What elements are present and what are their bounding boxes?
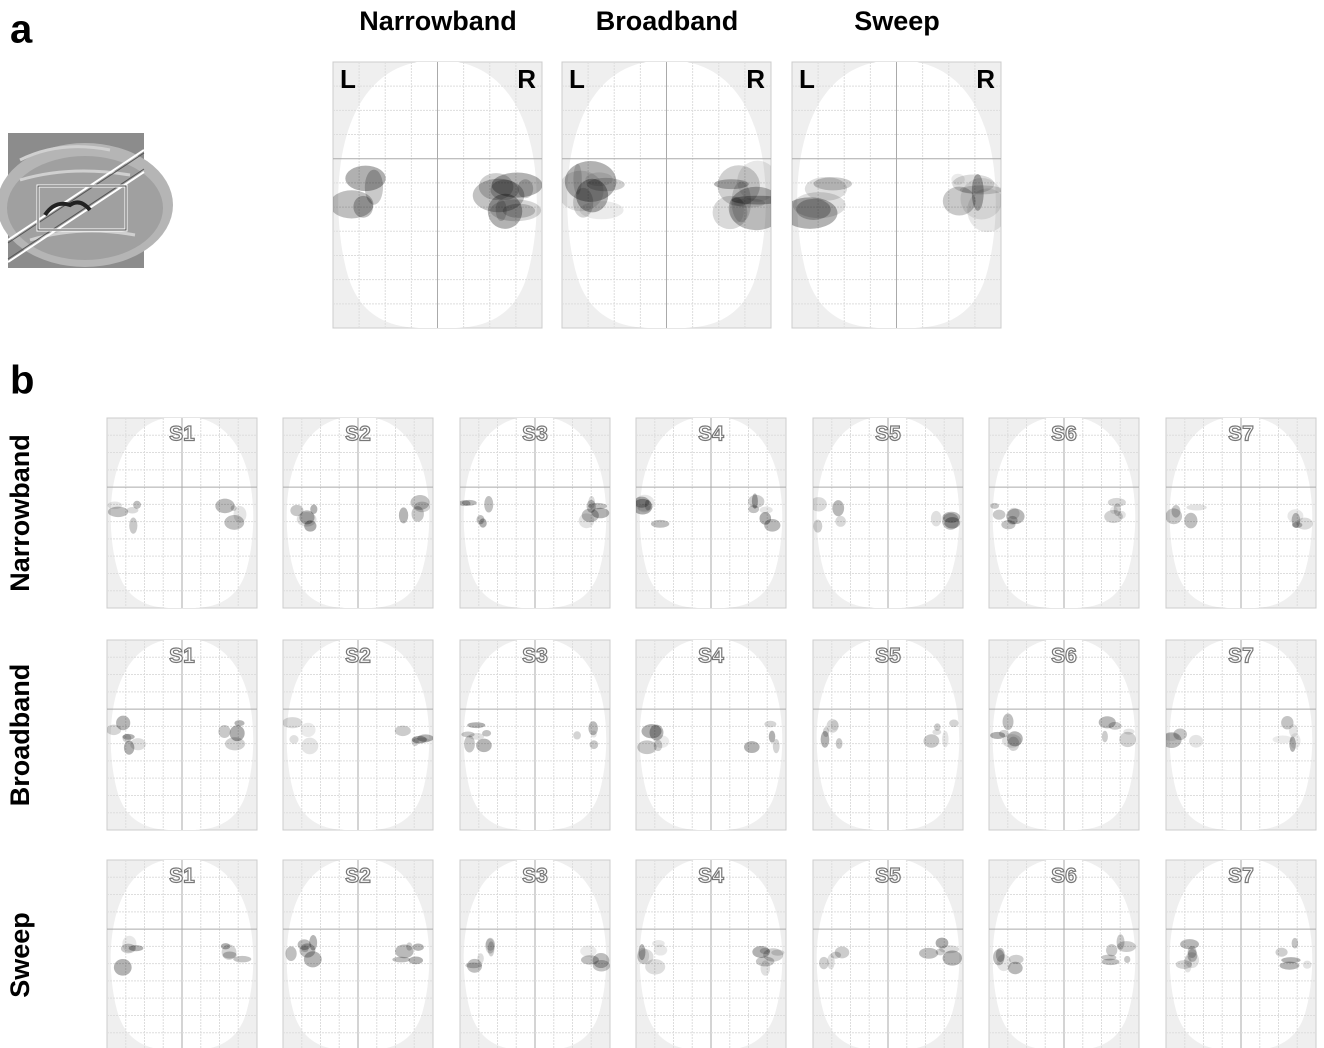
column-title: Broadband xyxy=(596,6,739,36)
hemisphere-right: R xyxy=(976,64,995,94)
subject-label: S6 xyxy=(1051,645,1077,668)
hemisphere-left: L xyxy=(799,64,815,94)
subject-label: S5 xyxy=(875,865,901,888)
glass-brain xyxy=(330,60,543,328)
subject-label: S5 xyxy=(875,645,901,668)
row-label: Broadband xyxy=(5,664,35,807)
subject-label: S7 xyxy=(1228,865,1254,888)
hemisphere-left: L xyxy=(569,64,585,94)
subject-label: S2 xyxy=(345,865,371,888)
figure: aNarrowbandLRBroadbandLRSweepLRbNarrowba… xyxy=(0,0,1324,1048)
subject-label: S7 xyxy=(1228,645,1254,668)
subject-label: S2 xyxy=(345,645,371,668)
hemisphere-left: L xyxy=(340,64,356,94)
subject-label: S5 xyxy=(875,423,901,446)
subject-label: S1 xyxy=(169,645,195,668)
panel-label: a xyxy=(10,8,33,52)
column-title: Narrowband xyxy=(359,6,517,36)
glass-brain xyxy=(783,60,1008,328)
subject-label: S1 xyxy=(169,423,195,446)
subject-label: S6 xyxy=(1051,865,1077,888)
sagittal-thumbnail xyxy=(0,133,173,268)
row-label: Sweep xyxy=(5,912,35,998)
row-label: Narrowband xyxy=(5,434,35,592)
hemisphere-right: R xyxy=(746,64,765,94)
subject-label: S7 xyxy=(1228,423,1254,446)
subject-label: S1 xyxy=(169,865,195,888)
subject-label: S3 xyxy=(522,865,548,888)
subject-label: S3 xyxy=(522,423,548,446)
panel-label: b xyxy=(10,359,34,403)
subject-label: S4 xyxy=(698,423,724,446)
subject-label: S2 xyxy=(345,423,371,446)
glass-brain xyxy=(558,60,784,328)
subject-label: S4 xyxy=(698,865,724,888)
subject-label: S4 xyxy=(698,645,724,668)
subject-label: S6 xyxy=(1051,423,1077,446)
column-title: Sweep xyxy=(854,6,940,36)
subject-label: S3 xyxy=(522,645,548,668)
hemisphere-right: R xyxy=(517,64,536,94)
